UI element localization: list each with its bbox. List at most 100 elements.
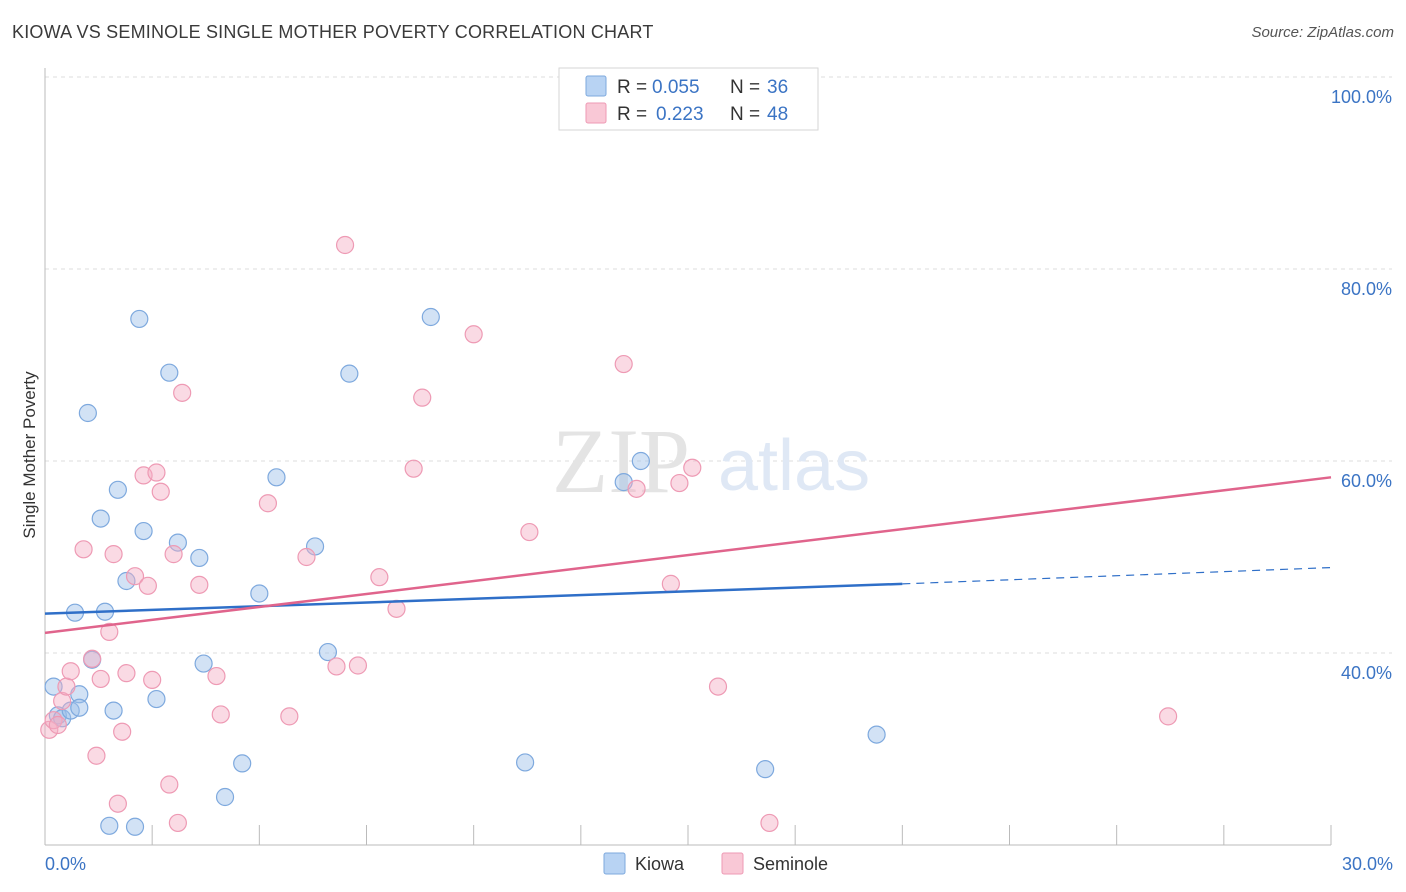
- point-seminole: [83, 649, 102, 668]
- point-seminole: [670, 473, 689, 493]
- stats-n-label-kiowa: N =: [730, 77, 760, 98]
- stats-n-value-seminole: 48: [767, 104, 788, 125]
- point-seminole: [117, 664, 136, 683]
- point-seminole: [61, 662, 80, 681]
- stats-r-value-seminole: 0.223: [656, 104, 704, 125]
- legend-label-seminole: Seminole: [753, 854, 828, 874]
- tick-labels: 100.0% 80.0% 60.0% 40.0% 0.0% 30.0%: [44, 87, 1393, 874]
- point-kiowa: [147, 689, 166, 709]
- point-seminole: [520, 522, 539, 542]
- point-seminole: [125, 567, 145, 586]
- y-tick-label: 40.0%: [1341, 663, 1392, 683]
- stats-swatch-kiowa: [585, 75, 607, 97]
- point-kiowa: [160, 363, 179, 382]
- point-kiowa: [104, 701, 123, 720]
- point-seminole: [207, 666, 226, 686]
- point-seminole: [151, 482, 170, 501]
- point-kiowa: [91, 509, 110, 528]
- point-kiowa: [117, 571, 136, 591]
- legend-swatch-kiowa: [603, 852, 626, 875]
- point-seminole: [74, 540, 93, 559]
- point-kiowa: [125, 817, 145, 836]
- point-seminole: [297, 547, 316, 567]
- point-seminole: [104, 545, 123, 564]
- trend-line-kiowa: [44, 582, 903, 615]
- point-seminole: [661, 574, 680, 593]
- point-seminole: [464, 325, 483, 344]
- y-tick-label: 80.0%: [1341, 279, 1392, 299]
- trend-lines: [44, 476, 1332, 635]
- bottom-legend: Kiowa Seminole: [603, 852, 828, 875]
- point-seminole: [370, 568, 389, 587]
- point-kiowa: [421, 307, 440, 327]
- point-seminole: [404, 459, 423, 478]
- point-kiowa: [215, 787, 235, 807]
- point-seminole: [87, 746, 106, 765]
- stats-r-label-seminole: R =: [617, 104, 647, 125]
- legend-label-kiowa: Kiowa: [635, 854, 685, 874]
- point-kiowa: [867, 725, 886, 744]
- point-seminole: [280, 707, 299, 726]
- trend-line-extension-kiowa: [902, 566, 1332, 585]
- point-kiowa: [108, 480, 127, 499]
- point-seminole: [327, 657, 346, 676]
- point-kiowa: [267, 468, 286, 487]
- point-seminole: [335, 235, 355, 255]
- point-kiowa: [70, 698, 89, 717]
- point-seminole: [57, 677, 76, 696]
- point-kiowa: [318, 642, 338, 662]
- point-seminole: [147, 463, 166, 482]
- stats-n-value-kiowa: 36: [767, 77, 788, 98]
- point-seminole: [413, 388, 432, 407]
- point-kiowa: [134, 521, 153, 541]
- point-seminole: [348, 656, 368, 675]
- watermark-atlas: atlas: [718, 426, 870, 506]
- y-tick-label: 100.0%: [1331, 87, 1392, 107]
- point-seminole: [138, 576, 157, 595]
- point-seminole: [683, 458, 702, 477]
- x-tick-label-start: 0.0%: [45, 854, 86, 874]
- point-seminole: [164, 545, 183, 564]
- x-tick-label-end: 30.0%: [1342, 854, 1393, 874]
- point-kiowa: [44, 677, 63, 696]
- point-kiowa: [168, 533, 187, 552]
- point-kiowa: [756, 760, 775, 779]
- point-kiowa: [78, 403, 97, 423]
- point-kiowa: [340, 364, 359, 383]
- point-seminole: [211, 705, 230, 724]
- point-seminole: [53, 691, 72, 711]
- point-seminole: [708, 677, 728, 696]
- stats-legend: R = 0.055 N = 36 R = 0.223 N = 48: [558, 67, 819, 131]
- source-label: Source: ZipAtlas.com: [1251, 24, 1394, 41]
- watermark-zip: ZIP: [552, 410, 690, 512]
- point-seminole: [173, 383, 192, 402]
- point-seminole: [190, 575, 209, 594]
- legend-swatch-seminole: [721, 852, 744, 875]
- stats-r-label-kiowa: R =: [617, 77, 647, 98]
- chart-title: KIOWA VS SEMINOLE SINGLE MOTHER POVERTY …: [12, 22, 654, 42]
- point-kiowa: [516, 753, 535, 772]
- point-seminole: [168, 813, 187, 833]
- point-seminole: [160, 775, 179, 794]
- point-seminole: [760, 813, 779, 833]
- y-tick-label: 60.0%: [1341, 471, 1392, 491]
- gridlines: [45, 76, 1392, 654]
- point-seminole: [40, 720, 59, 739]
- point-seminole: [48, 715, 67, 735]
- point-seminole: [614, 354, 633, 374]
- point-seminole: [143, 670, 162, 689]
- point-seminole: [100, 622, 119, 641]
- point-seminole: [1159, 707, 1178, 726]
- y-axis-title: Single Mother Poverty: [20, 371, 39, 539]
- point-kiowa: [194, 654, 213, 673]
- point-seminole: [91, 669, 110, 689]
- point-kiowa: [233, 754, 252, 773]
- watermark: ZIP atlas: [552, 410, 870, 512]
- stats-n-label-seminole: N =: [730, 104, 760, 125]
- data-points: [40, 235, 1178, 836]
- point-kiowa: [631, 451, 650, 471]
- stats-swatch-seminole: [585, 102, 607, 124]
- stats-r-value-kiowa: 0.055: [652, 77, 700, 98]
- point-seminole: [627, 479, 646, 498]
